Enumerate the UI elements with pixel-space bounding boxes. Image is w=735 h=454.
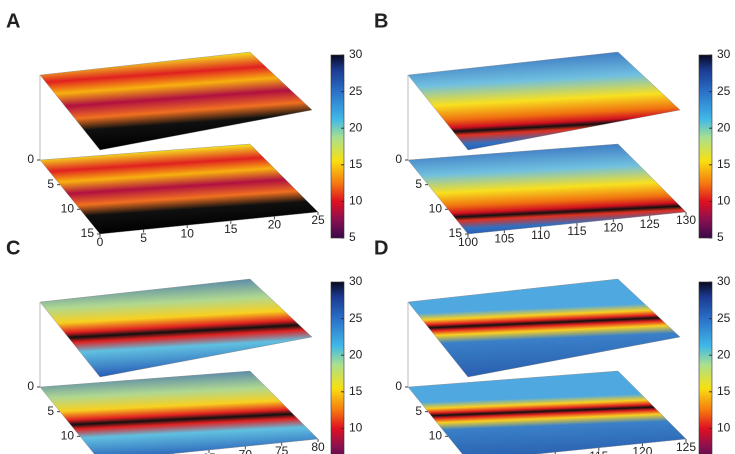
y-tick-label: 5 (47, 404, 54, 418)
y-tick-label: 15 (449, 226, 463, 240)
x-tick-label: 5 (140, 231, 147, 245)
colorbar (330, 54, 345, 239)
colorbar-tick-label: 10 (349, 421, 363, 435)
colorbar-tick-label: 10 (349, 194, 363, 208)
colorbar (698, 54, 713, 239)
y-tick-label: 0 (395, 379, 402, 393)
y-tick-label: 5 (415, 404, 422, 418)
x-tick-label: 115 (567, 224, 586, 238)
colorbar-tick-label: 5 (349, 230, 356, 244)
x-tick-label: 20 (268, 218, 282, 232)
x-tick-label: 130 (676, 213, 696, 227)
panel-label: B (374, 10, 388, 32)
y-tick-label: 15 (81, 226, 95, 240)
panel-label: D (374, 237, 388, 259)
panel-label: C (6, 237, 20, 259)
surface-3d (407, 51, 681, 151)
surface-plane (39, 370, 319, 454)
panel-label: A (6, 10, 20, 32)
colorbar-tick-label: 25 (349, 311, 363, 325)
colorbar-tick-label: 25 (717, 311, 731, 325)
surface-3d (39, 51, 313, 151)
colorbar (330, 281, 345, 454)
colorbar-tick-label: 20 (717, 347, 731, 361)
colorbar-tick-label: 20 (349, 120, 363, 134)
x-tick-label: 105 (494, 232, 514, 246)
x-tick-label: 120 (632, 445, 652, 454)
y-tick-label: 10 (61, 202, 75, 216)
y-tick-label: 5 (415, 177, 422, 191)
x-tick-label: 65 (202, 451, 216, 454)
colorbar-tick-label: 15 (717, 384, 731, 398)
colorbar (698, 281, 713, 454)
y-tick-label: 0 (395, 152, 402, 166)
colorbar-tick-label: 15 (349, 157, 363, 171)
colorbar-tick-label: 30 (349, 47, 363, 61)
colorbar-tick-label: 20 (717, 120, 731, 134)
surface-3d (407, 278, 681, 378)
colorbar-tick-label: 10 (717, 421, 731, 435)
x-tick-label: 125 (640, 217, 660, 231)
surface-3d (39, 278, 313, 378)
x-tick-label: 100 (458, 235, 478, 249)
y-tick-label: 5 (47, 177, 54, 191)
colorbar-tick-label: 15 (349, 384, 363, 398)
colorbar-tick-label: 25 (717, 84, 731, 98)
x-tick-label: 0 (97, 235, 104, 249)
colorbar-tick-label: 25 (349, 84, 363, 98)
y-tick-label: 10 (61, 429, 75, 443)
x-tick-label: 120 (603, 221, 623, 235)
colorbar-tick-label: 10 (717, 194, 731, 208)
x-tick-label: 25 (311, 213, 325, 227)
y-tick-label: 0 (27, 152, 34, 166)
surface-plane (407, 370, 687, 454)
x-tick-label: 70 (239, 448, 253, 454)
x-tick-label: 15 (224, 222, 238, 236)
colorbar-tick-label: 30 (349, 274, 363, 288)
x-tick-label: 10 (181, 226, 195, 240)
x-tick-label: 75 (275, 444, 289, 454)
y-tick-label: 0 (27, 379, 34, 393)
x-tick-label: 125 (676, 440, 696, 454)
x-tick-label: 115 (589, 449, 608, 454)
y-tick-label: 10 (429, 429, 443, 443)
x-tick-label: 110 (531, 228, 550, 242)
x-tick-label: 80 (311, 440, 325, 454)
colorbar-tick-label: 5 (717, 230, 724, 244)
colorbar-tick-label: 30 (717, 47, 731, 61)
colorbar-tick-label: 30 (717, 274, 731, 288)
colorbar-tick-label: 15 (717, 157, 731, 171)
colorbar-tick-label: 20 (349, 347, 363, 361)
y-tick-label: 10 (429, 202, 443, 216)
